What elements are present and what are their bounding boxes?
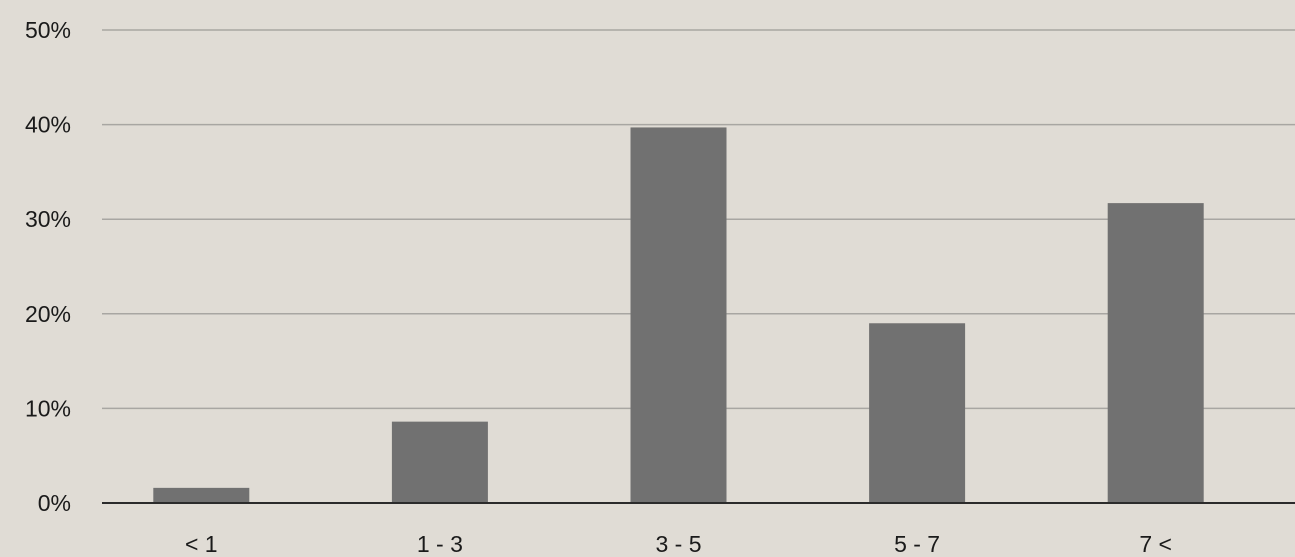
y-tick-label: 50% [25,17,71,43]
y-tick-label: 0% [38,490,71,516]
x-tick-label: 3 - 5 [655,531,701,557]
x-tick-labels: < 1 1 - 3 3 - 5 5 - 7 7 < [185,531,1172,557]
x-tick-label: < 1 [185,531,218,557]
bar [869,323,966,503]
bar [1107,203,1204,504]
bars [153,127,1204,504]
bar [391,421,488,503]
y-tick-labels: 0% 10% 20% 30% 40% 50% [25,17,71,516]
y-tick-label: 10% [25,395,71,421]
bar [153,487,250,503]
x-tick-label: 7 < [1139,531,1172,557]
y-tick-label: 20% [25,301,71,327]
y-tick-label: 30% [25,206,71,232]
y-tick-label: 40% [25,112,71,138]
x-tick-label: 5 - 7 [894,531,940,557]
bar [630,127,727,504]
x-tick-label: 1 - 3 [417,531,463,557]
